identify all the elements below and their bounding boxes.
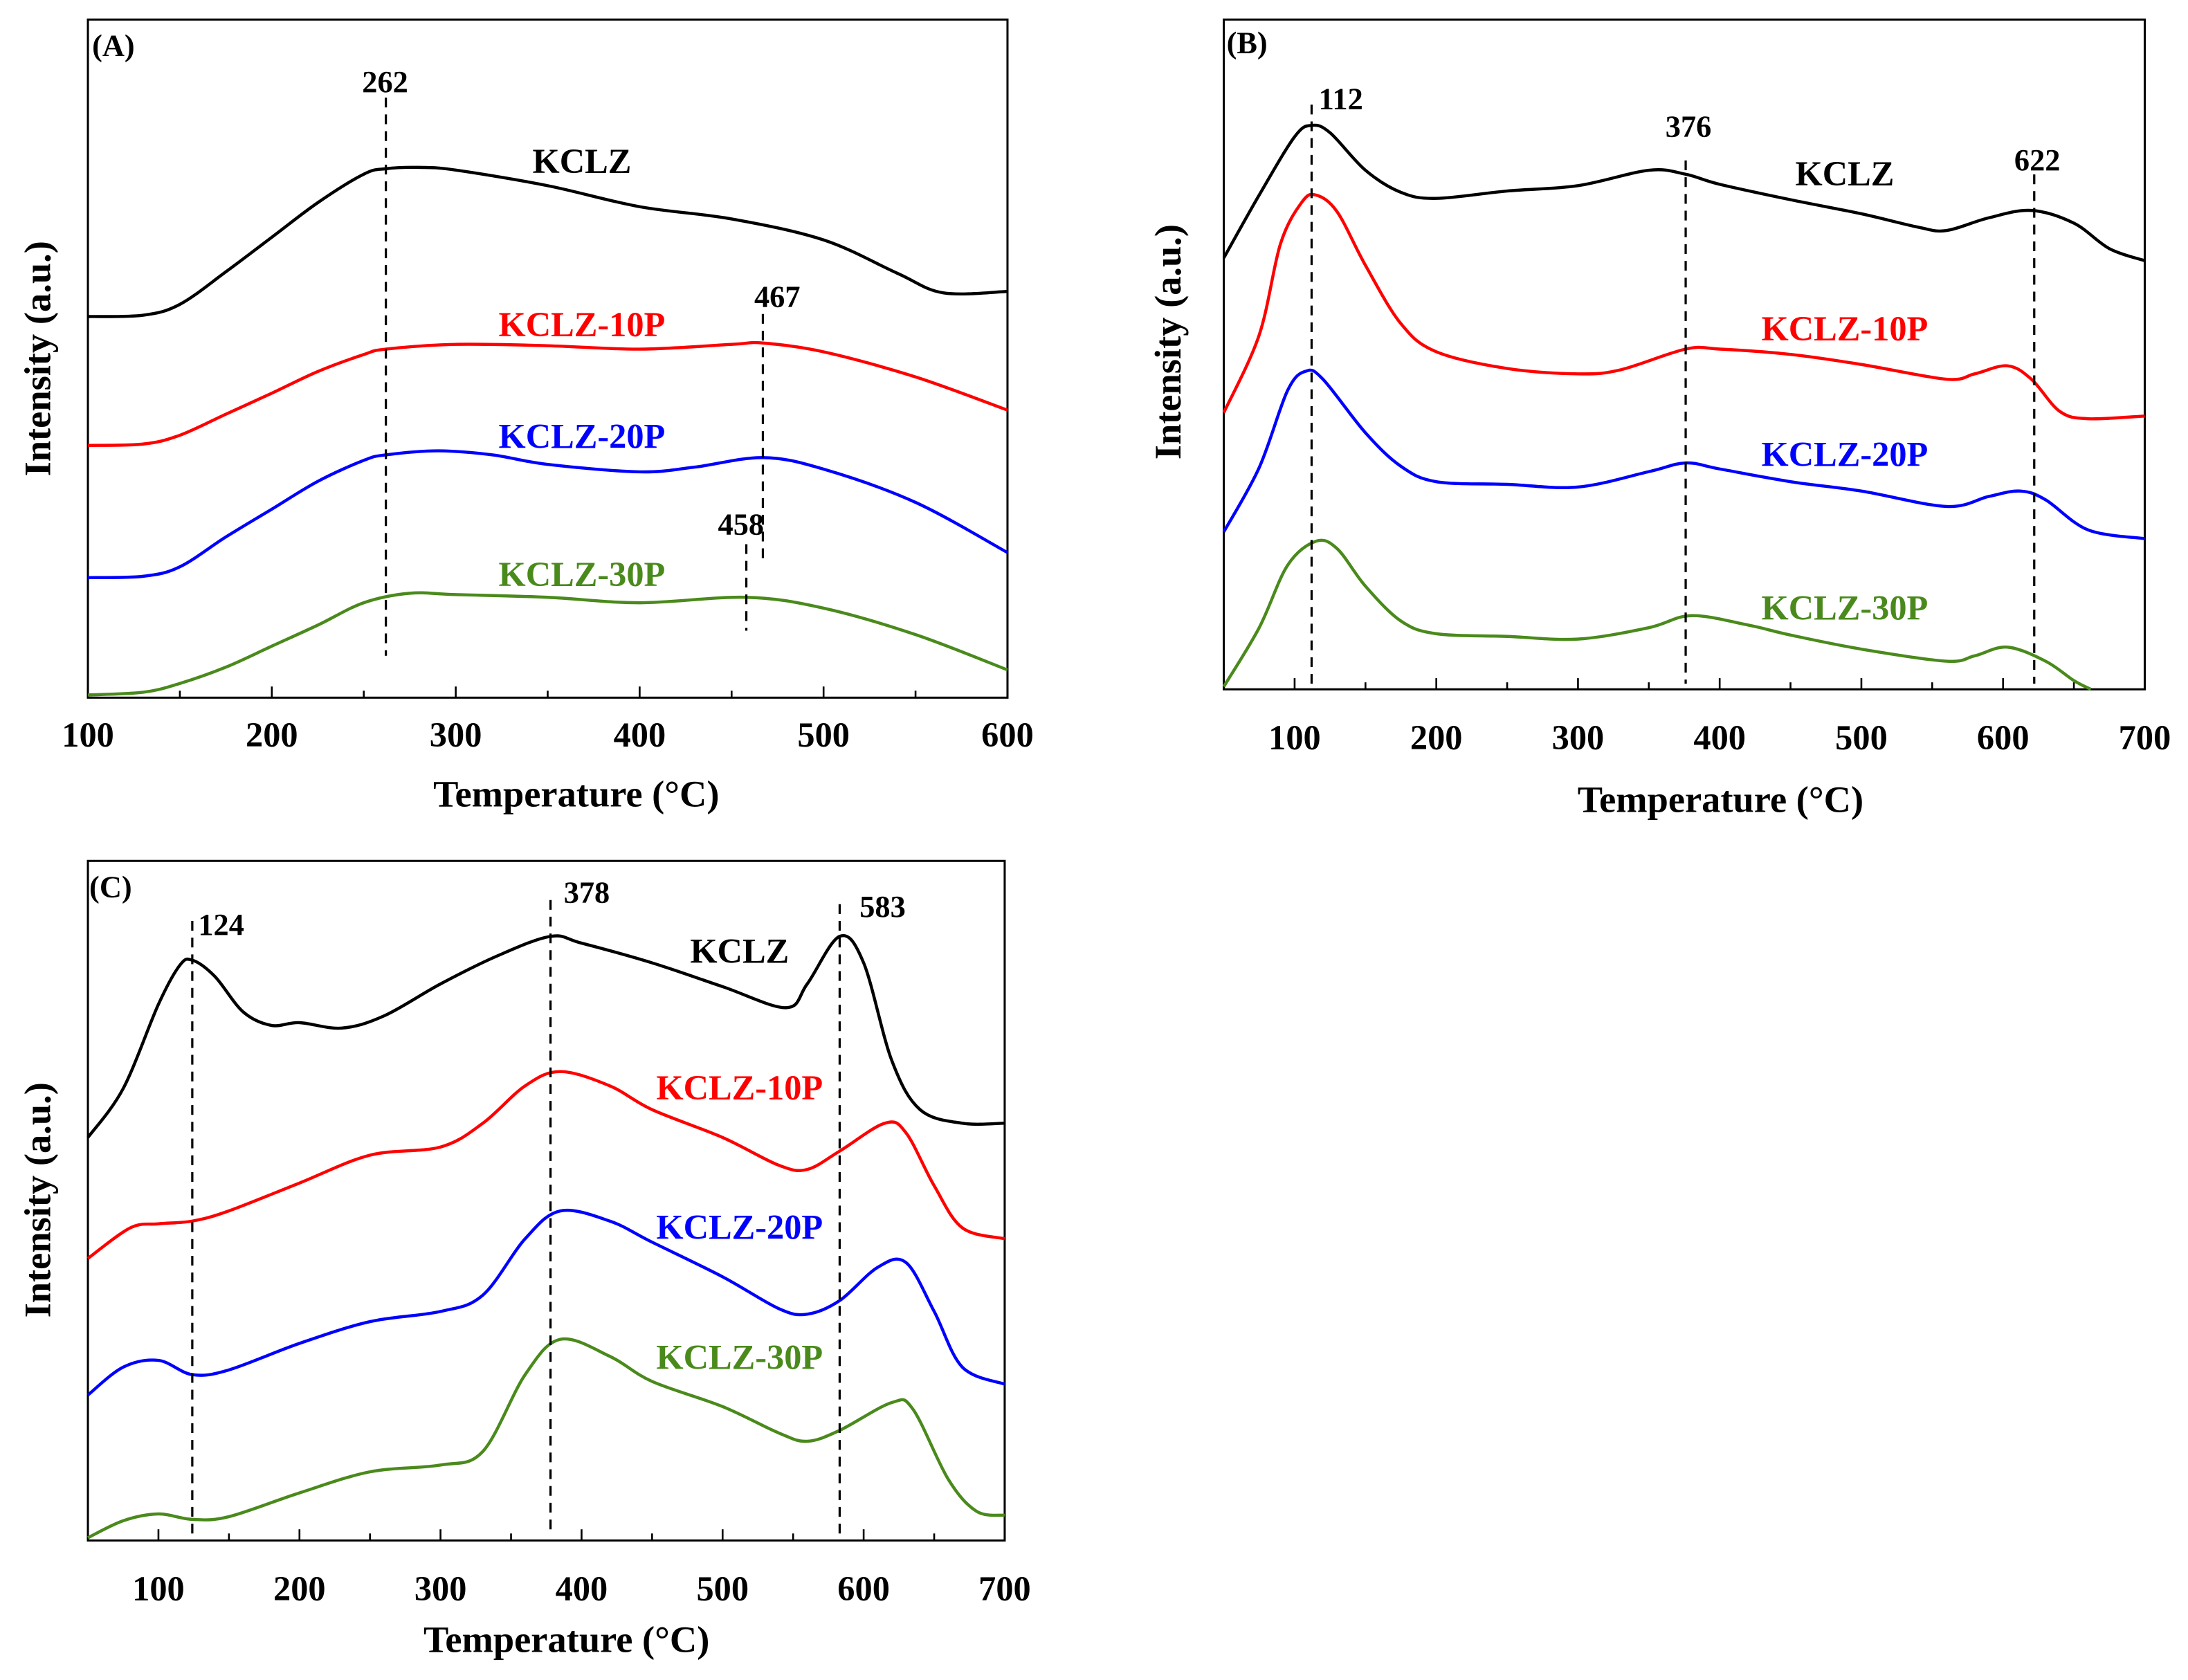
peak-label: 458 <box>718 506 765 541</box>
x-tick-label: 600 <box>837 1569 890 1608</box>
x-tick-label: 500 <box>696 1569 749 1608</box>
x-tick-label: 100 <box>62 715 114 754</box>
series-label: KCLZ-20P <box>1761 435 1928 474</box>
panel-label: (A) <box>92 28 135 63</box>
plot-frame <box>1223 18 2146 691</box>
peak-label: 378 <box>564 875 610 910</box>
series-label: KCLZ-30P <box>498 555 665 594</box>
series-line-kclz-20p <box>87 449 1009 580</box>
series-label: KCLZ <box>1795 154 1894 193</box>
series-label: KCLZ-20P <box>498 417 665 455</box>
series-label: KCLZ <box>690 931 789 970</box>
y-axis-title: Intensity (a.u.) <box>17 1082 59 1317</box>
peak-label: 262 <box>362 64 408 99</box>
chart-panel-c: 100 200 300 400 500 600 700 Temperature (°C) Int… <box>17 859 1031 1661</box>
series-label: KCLZ-30P <box>656 1337 823 1376</box>
x-tick-label: 600 <box>981 715 1034 754</box>
x-tick-label: 700 <box>978 1569 1031 1608</box>
series-line-kclz-10p <box>86 1070 1005 1260</box>
x-tick-label: 300 <box>414 1569 467 1608</box>
series-line-kclz <box>86 934 1005 1139</box>
series-line-kclz-30p <box>87 591 1008 697</box>
x-tick-label: 500 <box>1835 718 1888 757</box>
series-label: KCLZ-20P <box>656 1208 823 1247</box>
chart-panel-b: 100 200 300 400 500 600 700 Temperature (°C) Int… <box>1147 18 2171 821</box>
x-tick-label: 200 <box>246 715 298 754</box>
series-line-kclz-30p <box>1222 538 2092 691</box>
x-axis-title: Temperature (°C) <box>1578 778 1863 821</box>
x-tick-label: 500 <box>797 715 850 754</box>
series-label: KCLZ-10P <box>1761 309 1928 348</box>
series-line-kclz-30p <box>87 1337 1005 1540</box>
series-label: KCLZ-10P <box>656 1068 823 1107</box>
peak-label: 376 <box>1666 109 1712 144</box>
peak-label: 622 <box>2014 143 2061 177</box>
peak-label: 467 <box>754 280 801 314</box>
x-tick-label: 700 <box>2119 718 2171 757</box>
series-label: KCLZ-30P <box>1761 588 1928 627</box>
series-label: KCLZ-10P <box>498 305 665 344</box>
x-axis-title: Temperature (°C) <box>423 1618 709 1661</box>
x-tick-label: 100 <box>1268 718 1321 757</box>
series-line-kclz-20p <box>86 1208 1005 1396</box>
x-tick-label: 200 <box>1410 718 1463 757</box>
peak-label: 583 <box>859 889 906 924</box>
x-axis-title: Temperature (°C) <box>433 773 719 815</box>
series-line-kclz-10p <box>87 340 1008 447</box>
panel-label: (C) <box>89 870 132 904</box>
x-tick-label: 100 <box>132 1569 185 1608</box>
x-tick-label: 300 <box>430 715 482 754</box>
panel-label: (B) <box>1227 26 1268 60</box>
x-tick-label: 300 <box>1552 718 1605 757</box>
y-axis-title: Intensity (a.u.) <box>17 241 59 476</box>
y-axis-title: Intensity (a.u.) <box>1147 224 1189 459</box>
peak-label: 124 <box>198 907 244 942</box>
x-tick-label: 400 <box>1693 718 1746 757</box>
series-line-kclz <box>1222 123 2146 262</box>
x-tick-label: 200 <box>273 1569 326 1608</box>
plot-frame <box>86 859 1006 1542</box>
series-line-kclz-20p <box>1222 368 2145 540</box>
x-tick-label: 400 <box>614 715 666 754</box>
series-line-kclz-10p <box>1222 192 2145 421</box>
peak-label: 112 <box>1319 81 1363 116</box>
series-line-kclz <box>87 165 1008 318</box>
x-tick-label: 400 <box>556 1569 608 1608</box>
x-tick-label: 600 <box>1977 718 2030 757</box>
series-label: KCLZ <box>532 142 631 181</box>
chart-panel-a: 100 200 300 400 500 600 Temperature (°C) Intens… <box>17 18 1034 815</box>
